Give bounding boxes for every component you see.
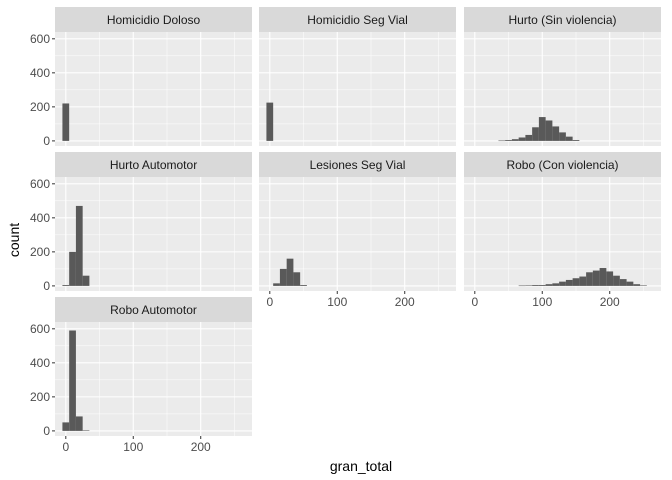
histogram-bar (511, 139, 519, 141)
histogram-bar (532, 127, 539, 141)
histogram-bar (62, 103, 70, 141)
histogram-bar (300, 285, 307, 286)
strip-label-homicidio-doloso: Homicidio Doloso (107, 13, 201, 27)
panel-background (259, 32, 456, 146)
strip-label-homicidio-seg-vial: Homicidio Seg Vial (307, 13, 408, 27)
y-tick-label: 400 (30, 66, 50, 80)
histogram-bar (592, 270, 600, 286)
strip-robo-automotor (55, 297, 252, 322)
histogram-bar (559, 281, 566, 286)
x-tick-label: 200 (600, 295, 620, 309)
histogram-bar (75, 205, 83, 286)
histogram-bar (640, 285, 647, 286)
histogram-bar (545, 120, 553, 141)
strip-label-hurto-automotor: Hurto Automotor (110, 158, 197, 172)
panel-robo-con-violencia: Robo (Con violencia) 0 100 200 (464, 152, 661, 309)
histogram-bar (545, 284, 553, 286)
strip-homicidio-doloso (55, 7, 252, 32)
y-tick-label: 600 (30, 322, 50, 336)
facet-panels: Homicidio Doloso 0 200 400 600 Homicidio Seg … (30, 7, 661, 454)
y-tick-label: 200 (30, 100, 50, 114)
histogram-bar (633, 284, 641, 286)
histogram-bar (565, 136, 573, 141)
histogram-bar (266, 102, 274, 141)
histogram-bar (75, 416, 83, 431)
histogram-bar (518, 137, 526, 141)
panel-robo-automotor: Robo Automotor 0 200 400 600 0 100 200 (30, 297, 252, 454)
histogram-bar (552, 126, 560, 141)
panel-homicidio-seg-vial: Homicidio Seg Vial (259, 7, 456, 146)
strip-label-robo-con-violencia: Robo (Con violencia) (506, 158, 618, 172)
panel-homicidio-doloso: Homicidio Doloso 0 200 400 600 (30, 7, 252, 148)
y-tick-label: 200 (30, 390, 50, 404)
histogram-bar (538, 117, 546, 141)
histogram-bar (279, 268, 287, 286)
histogram-bar (586, 272, 593, 286)
panel-hurto-sin-violencia: Hurto (Sin violencia) (464, 7, 661, 146)
strip-label-lesiones-seg-vial: Lesiones Seg Vial (310, 158, 406, 172)
y-tick-label: 400 (30, 211, 50, 225)
panel-background (464, 32, 661, 146)
y-tick-label: 600 (30, 177, 50, 191)
y-tick-label: 0 (43, 279, 50, 293)
strip-lesiones-seg-vial (259, 152, 456, 177)
strip-homicidio-seg-vial (259, 7, 456, 32)
histogram-bar (572, 278, 580, 286)
x-tick-label: 100 (327, 295, 347, 309)
histogram-bar (525, 285, 533, 286)
strip-robo-con-violencia (464, 152, 661, 177)
x-tick-label: 0 (471, 295, 478, 309)
histogram-bar (293, 272, 301, 286)
y-tick-label: 0 (43, 424, 50, 438)
panel-background (464, 177, 661, 291)
x-tick-label: 0 (62, 440, 69, 454)
histogram-bar (273, 283, 280, 286)
histogram-bar (82, 430, 90, 431)
strip-hurto-sin-violencia (464, 7, 661, 32)
x-tick-label: 0 (266, 295, 273, 309)
histogram-bar (505, 140, 512, 141)
histogram-bar (69, 330, 76, 431)
histogram-bar (606, 271, 614, 286)
x-tick-label: 200 (395, 295, 415, 309)
x-tick-label: 100 (532, 295, 552, 309)
histogram-bar (559, 132, 566, 141)
histogram-bar (82, 275, 90, 286)
histogram-bar (552, 283, 560, 286)
strip-label-robo-automotor: Robo Automotor (110, 303, 197, 317)
histogram-bar (619, 279, 627, 286)
histogram-bar (626, 281, 634, 286)
panel-lesiones-seg-vial: Lesiones Seg Vial 0 100 200 (259, 152, 456, 309)
histogram-bar (286, 258, 294, 286)
x-tick-label: 100 (123, 440, 143, 454)
histogram-bar (525, 134, 533, 141)
histogram-bar (62, 422, 70, 431)
y-tick-label: 400 (30, 356, 50, 370)
histogram-bar (599, 268, 607, 286)
histogram-bar (518, 285, 526, 287)
histogram-bar (62, 285, 70, 286)
panel-background (55, 322, 252, 436)
y-tick-label: 200 (30, 245, 50, 259)
panel-hurto-automotor: Hurto Automotor 0 200 400 600 (30, 152, 252, 293)
x-axis-title: gran_total (330, 458, 392, 474)
x-tick-label: 200 (191, 440, 211, 454)
strip-hurto-automotor (55, 152, 252, 177)
y-tick-label: 600 (30, 32, 50, 46)
y-axis-title: count (6, 223, 22, 257)
histogram-bar (69, 251, 76, 286)
panel-background (55, 177, 252, 291)
histogram-bar (565, 279, 573, 286)
histogram-bar (532, 285, 539, 286)
histogram-bar (538, 285, 546, 286)
histogram-bar (579, 276, 587, 286)
y-tick-label: 0 (43, 134, 50, 148)
strip-label-hurto-sin-violencia: Hurto (Sin violencia) (508, 13, 616, 27)
histogram-bar (572, 140, 580, 141)
histogram-bar (498, 140, 506, 142)
histogram-bar (613, 275, 620, 286)
panel-background (55, 32, 252, 146)
